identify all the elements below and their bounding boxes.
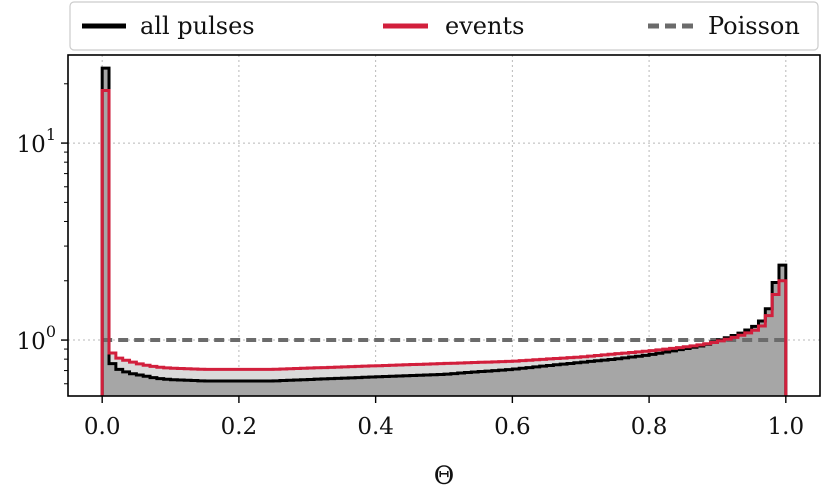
legend: all pulses events Poisson (69, 1, 819, 51)
legend-label-events: events (445, 12, 524, 40)
histogram-fills (102, 68, 786, 397)
x-tick-label: 0.6 (494, 414, 531, 440)
plot-frame (67, 54, 821, 397)
legend-box (69, 1, 819, 51)
x-tick-label: 0.0 (84, 414, 121, 440)
histogram-fill-all-pulses (102, 68, 786, 396)
x-axis-label: Θ (434, 461, 455, 490)
x-tick-label: 0.2 (221, 414, 258, 440)
x-tick-label: 1.0 (768, 414, 805, 440)
legend-label-poisson: Poisson (708, 12, 800, 40)
series-line-events (100, 88, 788, 396)
y-tick-label: 101 (17, 125, 56, 158)
histogram-lines (100, 66, 788, 396)
x-tick-label: 0.4 (357, 414, 394, 440)
legend-label-all-pulses: all pulses (140, 12, 255, 40)
x-tick-label: 0.8 (631, 414, 668, 440)
y-tick-label: 100 (17, 322, 56, 355)
